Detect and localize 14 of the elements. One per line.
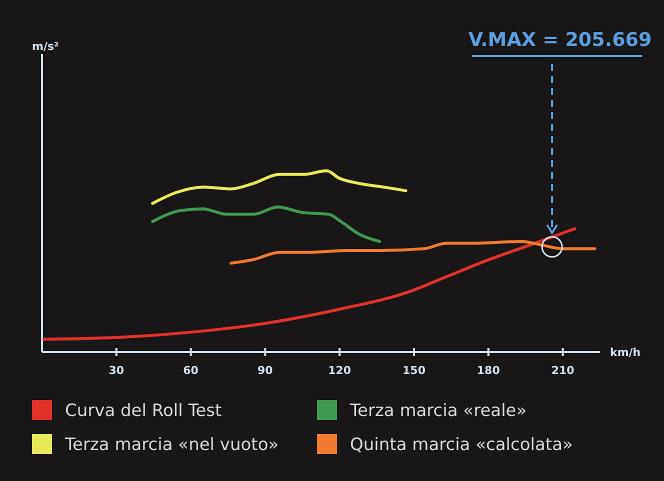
text: m/s² <box>32 40 60 53</box>
legend-label: Quinta marcia «calcolata» <box>350 435 573 455</box>
x-tick-label: 60 <box>183 364 199 377</box>
ref-line-label: V.MAX = 205.669 <box>468 29 652 51</box>
x-tick-label: 90 <box>258 364 274 377</box>
x-tick-label: 180 <box>476 364 500 377</box>
legend-label: Terza marcia «reale» <box>349 401 527 421</box>
x-tick-label: 30 <box>108 364 124 377</box>
x-axis-title: km/h <box>610 346 641 359</box>
x-tick-label: 150 <box>402 364 426 377</box>
legend-label: Curva del Roll Test <box>65 401 222 421</box>
legend-label: Terza marcia «nel vuoto» <box>64 435 279 455</box>
x-tick-label: 120 <box>328 364 352 377</box>
x-tick-label: 210 <box>551 364 575 377</box>
